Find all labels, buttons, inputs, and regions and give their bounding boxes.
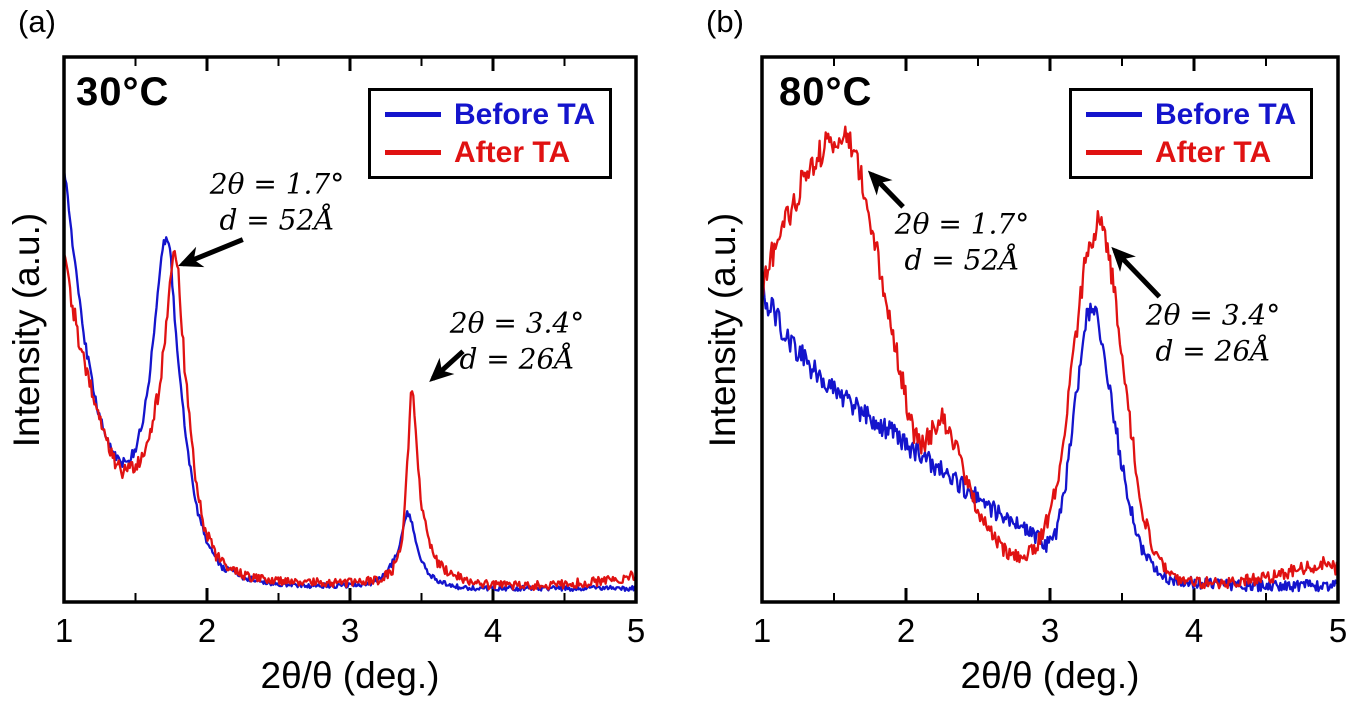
annotation-arrow <box>178 237 244 268</box>
legend-entry-after-ta: After TA <box>385 137 595 168</box>
peak-annotation-2: 2θ = 3.4° d = 26Å <box>1146 298 1280 371</box>
annotation-arrow <box>1111 246 1162 299</box>
curve-after-ta <box>762 125 1338 590</box>
panel-b-label: (b) <box>706 4 744 39</box>
legend-line-before-ta <box>385 112 441 117</box>
annotation-arrow <box>429 349 465 382</box>
peak-annotation-1: 2θ = 1.7° d = 52Å <box>895 207 1029 280</box>
legend-label-before-ta: Before TA <box>1155 98 1297 131</box>
peak-annotation-1-spacing: d = 52Å <box>904 244 1020 277</box>
panel-a-ylabel: Intensity (a.u.) <box>6 212 47 448</box>
x-tick-label: 1 <box>55 612 73 649</box>
panel-b-title: 80°C <box>779 70 873 114</box>
legend-line-after-ta <box>385 150 441 155</box>
panel-a: (a) 1 2 3 4 5 30°C Intensity (a.u.) 2θ/θ (de… <box>6 4 645 696</box>
panel-a-plot: 1 2 3 4 5 <box>55 55 645 649</box>
x-tick-label: 3 <box>341 612 359 649</box>
peak-annotation-2: 2θ = 3.4° d = 26Å <box>450 306 584 379</box>
legend-label-after-ta: After TA <box>1155 136 1272 169</box>
x-tick-label: 2 <box>198 612 216 649</box>
curve-before-ta <box>64 169 636 592</box>
panel-a-xlabel: 2θ/θ (deg.) <box>260 655 440 696</box>
x-tick-label: 4 <box>484 612 502 649</box>
legend-line-after-ta <box>1086 150 1142 155</box>
x-tick-label: 1 <box>753 612 771 649</box>
legend-label-before-ta: Before TA <box>454 98 596 131</box>
panel-b-ylabel: Intensity (a.u.) <box>702 212 743 448</box>
legend-label-after-ta: After TA <box>454 136 571 169</box>
legend-line-before-ta <box>1086 112 1142 117</box>
panel-a-legend: Before TA After TA <box>368 88 613 179</box>
curve-after-ta <box>64 249 636 592</box>
panel-a-label: (a) <box>18 4 56 39</box>
peak-annotation-2-spacing: d = 26Å <box>459 343 575 376</box>
panel-b-plot: 1 2 3 4 5 <box>753 55 1347 649</box>
legend-entry-after-ta: After TA <box>1086 137 1296 168</box>
peak-annotation-1: 2θ = 1.7° d = 52Å <box>210 167 344 240</box>
peak-annotation-1-angle: 2θ = 1.7° <box>209 167 345 201</box>
panel-b-legend: Before TA After TA <box>1069 88 1314 179</box>
legend-entry-before-ta: Before TA <box>385 99 595 130</box>
peak-annotation-1-spacing: d = 52Å <box>219 204 335 237</box>
x-tick-label: 5 <box>627 612 645 649</box>
x-tick-label: 2 <box>897 612 915 649</box>
x-tick-label: 5 <box>1329 612 1347 649</box>
annotation-arrow <box>867 170 905 209</box>
plot-border <box>62 55 638 604</box>
peak-annotation-1-angle: 2θ = 1.7° <box>894 207 1030 241</box>
panel-b: (b) 1 2 3 4 5 80°C Intensity (a.u.) 2θ/θ (de… <box>675 0 1350 715</box>
curve-before-ta <box>762 280 1338 593</box>
peak-annotation-2-spacing: d = 26Å <box>1155 335 1271 368</box>
peak-annotation-2-angle: 2θ = 3.4° <box>449 306 585 340</box>
legend-entry-before-ta: Before TA <box>1086 99 1296 130</box>
x-tick-label: 3 <box>1041 612 1059 649</box>
panel-a-title: 30°C <box>76 70 170 114</box>
panel-b-xlabel: 2θ/θ (deg.) <box>960 655 1140 696</box>
plot-border <box>760 55 1340 604</box>
x-tick-label: 4 <box>1185 612 1203 649</box>
peak-annotation-2-angle: 2θ = 3.4° <box>1145 298 1281 332</box>
